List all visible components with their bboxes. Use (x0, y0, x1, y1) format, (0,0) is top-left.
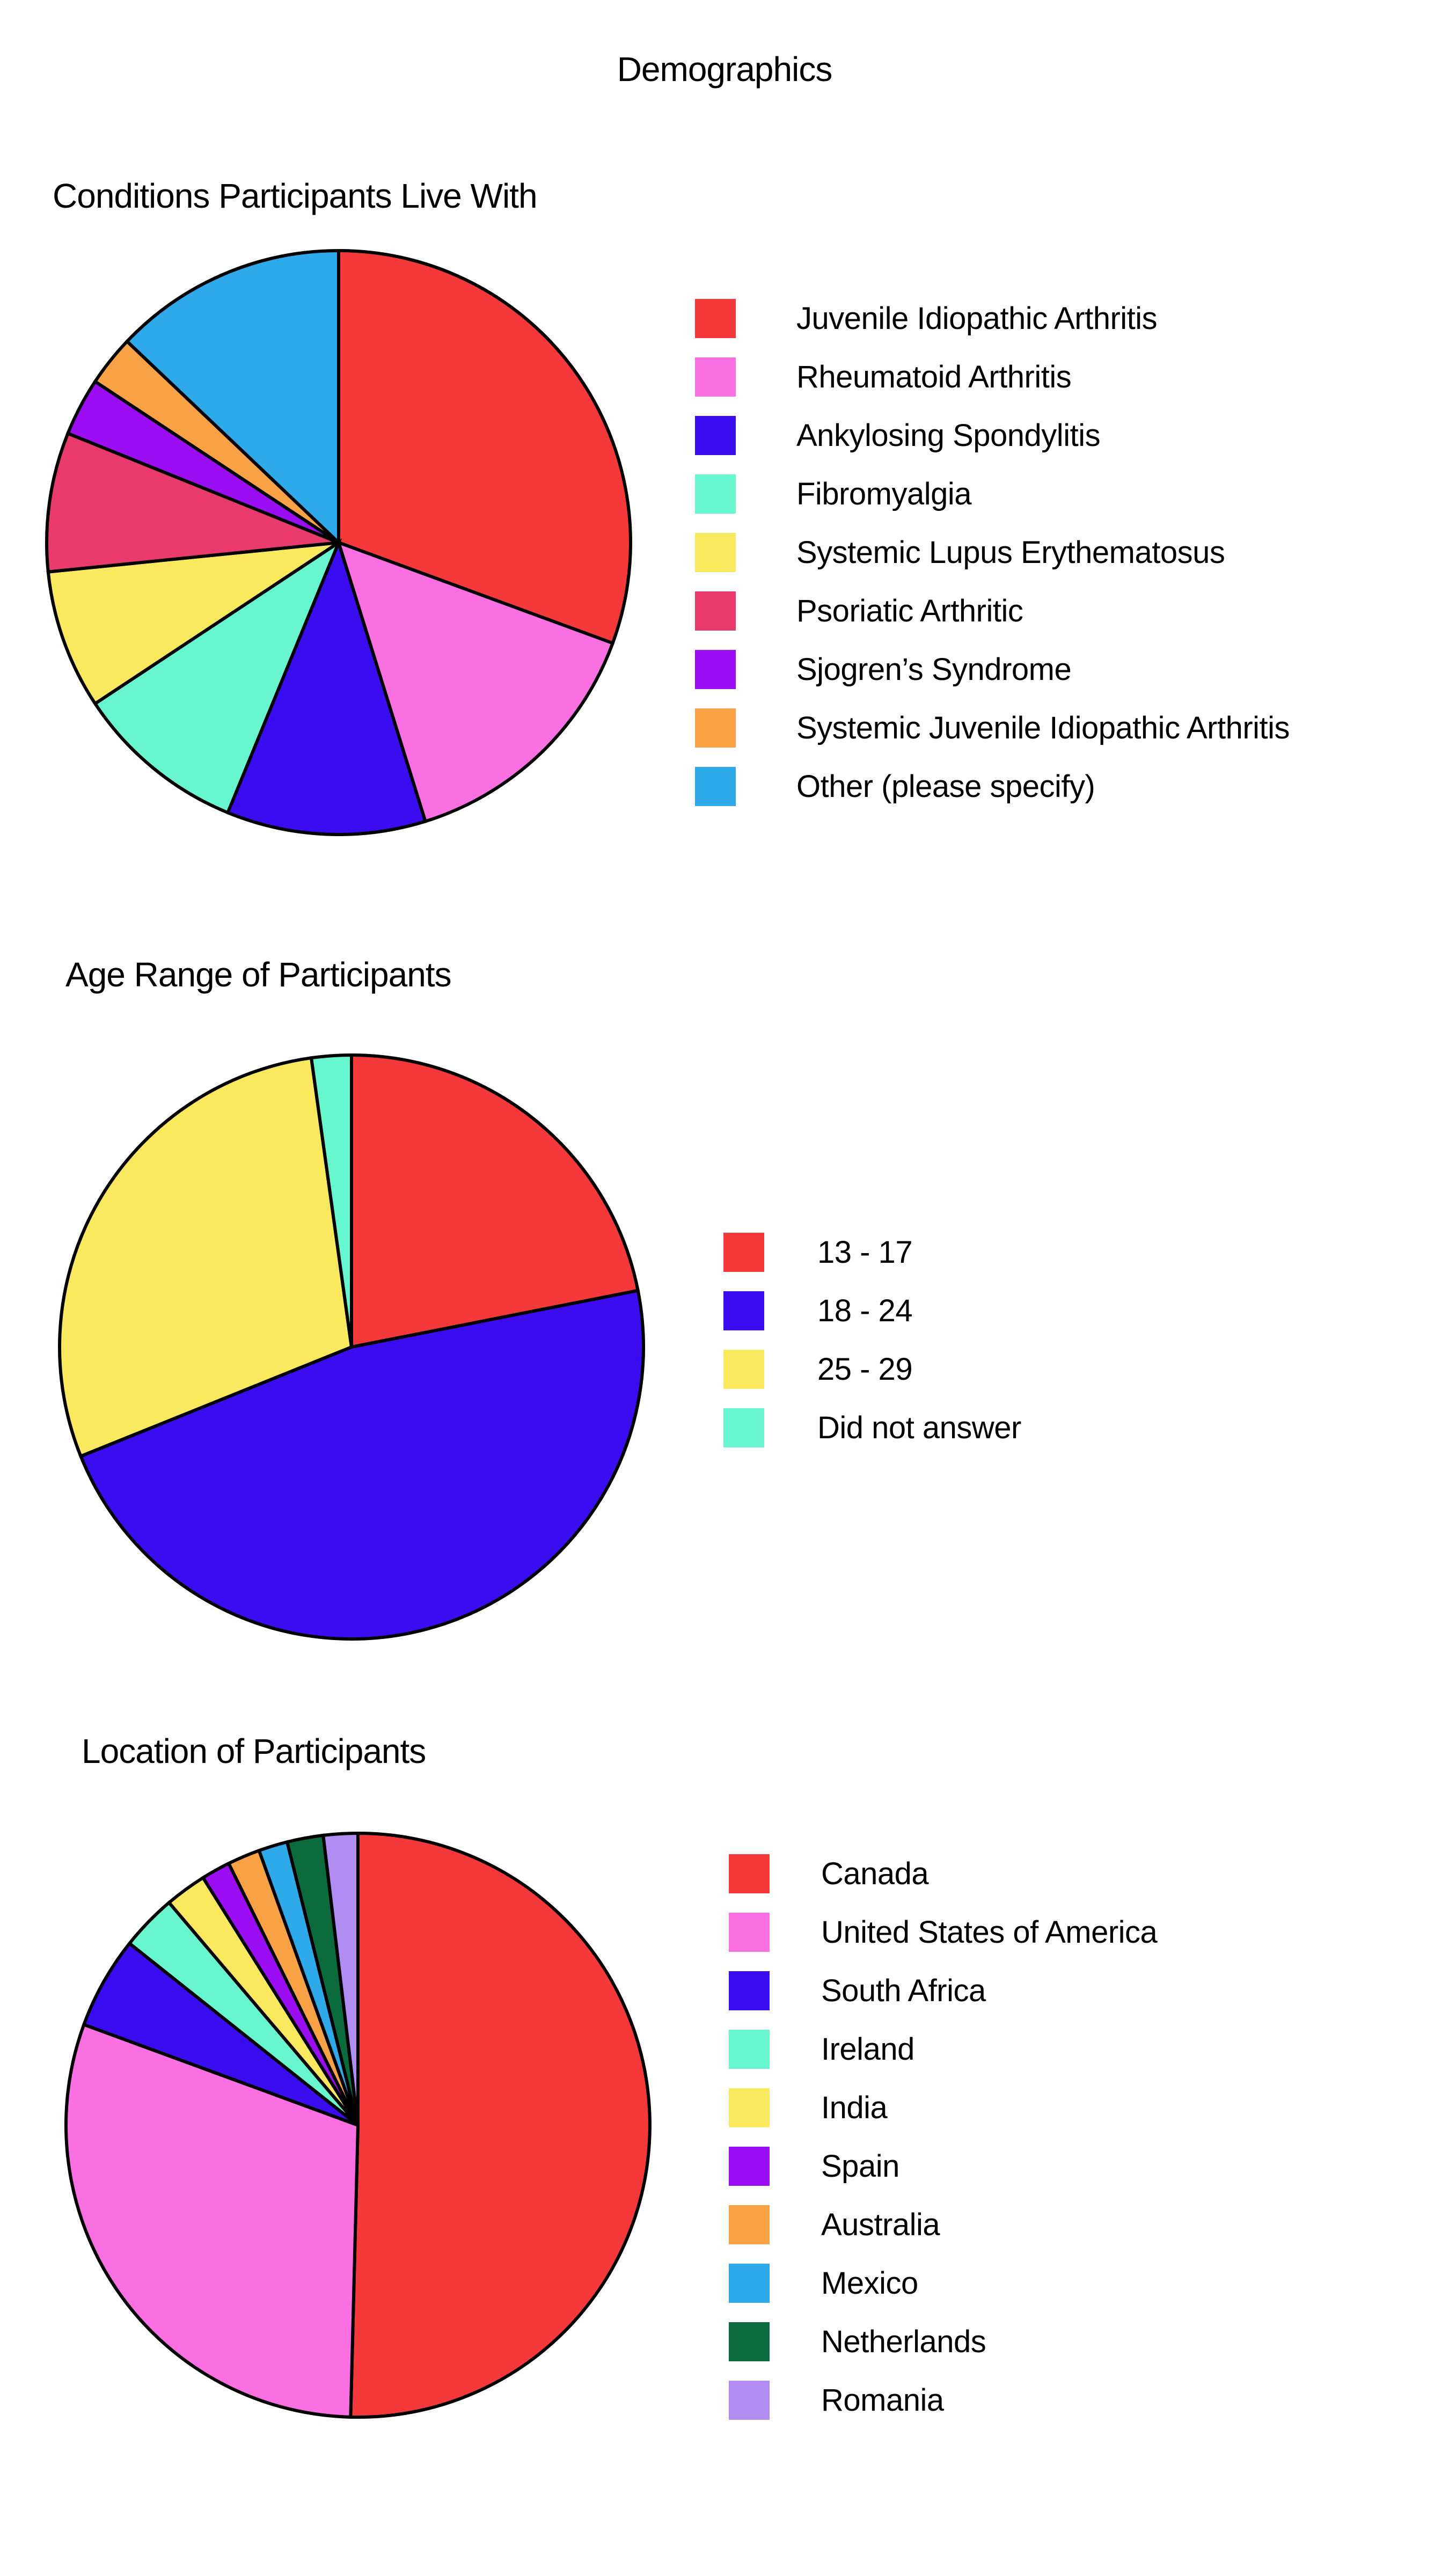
chart-heading-conditions: Conditions Participants Live With (53, 177, 538, 215)
pie-slice (349, 1831, 652, 2419)
pie-slice (82, 1941, 359, 2127)
legend-swatch (695, 650, 736, 689)
legend-label: 25 - 29 (817, 1352, 913, 1387)
pie-slice (350, 1053, 640, 1349)
legend-swatch (723, 1291, 764, 1330)
legend-label: 18 - 24 (817, 1293, 913, 1328)
legend-label: Netherlands (821, 2324, 986, 2359)
legend-label: Romania (821, 2383, 944, 2418)
legend-item: Ankylosing Spondylitis (695, 416, 1290, 455)
legend-swatch (729, 2205, 770, 2244)
legend-swatch (729, 2030, 770, 2069)
pie-slice (309, 1053, 353, 1348)
legend-label: Systemic Lupus Erythematosus (796, 535, 1225, 570)
legend-swatch (729, 1913, 770, 1952)
legend-item: 18 - 24 (723, 1291, 1021, 1330)
legend-label: Juvenile Idiopathic Arthritis (796, 301, 1158, 336)
pie-chart-conditions (45, 248, 632, 836)
legend-swatch (695, 591, 736, 631)
legend-swatch (729, 1971, 770, 2010)
legend-item: Juvenile Idiopathic Arthritis (695, 299, 1290, 338)
legend-label: India (821, 2090, 888, 2125)
legend-swatch (695, 767, 736, 806)
page-title: Demographics (617, 50, 833, 89)
legend-label: Sjogren’s Syndrome (796, 652, 1072, 687)
legend-label: Ireland (821, 2032, 914, 2067)
legend-item: Sjogren’s Syndrome (695, 650, 1290, 689)
legend-swatch (695, 299, 736, 338)
legend-location: Canada United States of America South Af… (729, 1854, 1158, 2439)
legend-swatch (695, 474, 736, 514)
legend-swatch (695, 708, 736, 748)
legend-swatch (729, 1854, 770, 1893)
pie-slice (46, 541, 340, 706)
legend-item: 13 - 17 (723, 1233, 1021, 1272)
legend-item: India (729, 2088, 1157, 2127)
legend-label: Spain (821, 2149, 899, 2184)
legend-label: South Africa (821, 1973, 986, 2008)
legend-label: Systemic Juvenile Idiopathic Arthritis (796, 711, 1290, 745)
legend-label: Mexico (821, 2266, 918, 2301)
legend-item: Did not answer (723, 1408, 1021, 1447)
legend-item: Psoriatic Arthritic (695, 591, 1290, 631)
pie-slice (58, 1056, 354, 1459)
legend-item: Rheumatoid Arthritis (695, 357, 1290, 397)
pie-slice (125, 248, 340, 546)
legend-label: Other (please specify) (796, 769, 1095, 804)
legend-swatch (729, 2381, 770, 2420)
legend-item: United States of America (729, 1913, 1158, 1952)
chart-heading-location: Location of Participants (82, 1732, 426, 1770)
pie-slice (93, 538, 342, 815)
pie-chart-age-range (58, 1053, 645, 1641)
pie-slice (321, 1831, 360, 2126)
legend-swatch (695, 416, 736, 455)
pie-chart-location (64, 1831, 652, 2419)
pie-slice (225, 538, 428, 836)
legend-swatch (695, 533, 736, 572)
legend-label: Fibromyalgia (796, 477, 972, 511)
legend-label: Did not answer (817, 1410, 1021, 1445)
legend-label: United States of America (821, 1915, 1158, 1950)
legend-swatch (723, 1350, 764, 1389)
legend-label: Psoriatic Arthritic (796, 594, 1023, 628)
legend-item: Systemic Juvenile Idiopathic Arthritis (695, 708, 1290, 748)
legend-item: Australia (729, 2205, 1157, 2244)
pie-slice (336, 540, 615, 824)
legend-item: Fibromyalgia (695, 474, 1290, 514)
legend-swatch (695, 357, 736, 397)
legend-swatch (723, 1233, 764, 1272)
legend-item: Systemic Lupus Erythematosus (695, 533, 1290, 572)
legend-conditions: Juvenile Idiopathic Arthritis Rheumatoid… (695, 299, 1290, 825)
legend-item: Mexico (729, 2264, 1157, 2303)
legend-label: Rheumatoid Arthritis (796, 360, 1072, 394)
pie-slice (64, 2022, 360, 2419)
legend-label: Canada (821, 1856, 929, 1891)
legend-item: Spain (729, 2147, 1157, 2186)
legend-item: Canada (729, 1854, 1157, 1893)
legend-item: Romania (729, 2381, 1157, 2420)
legend-item: South Africa (729, 1971, 1157, 2010)
legend-swatch (729, 2322, 770, 2361)
legend-label: Ankylosing Spondylitis (796, 418, 1101, 453)
legend-item: Netherlands (729, 2322, 1157, 2361)
pie-slice (45, 431, 340, 574)
legend-item: 25 - 29 (723, 1350, 1021, 1389)
legend-age-range: 13 - 17 18 - 24 25 - 29 Did not answer (723, 1233, 1021, 1467)
legend-label: Australia (821, 2207, 940, 2242)
legend-item: Ireland (729, 2030, 1157, 2069)
legend-item: Other (please specify) (695, 767, 1290, 806)
pie-slice (78, 1289, 645, 1641)
pie-slice (337, 248, 632, 646)
legend-swatch (729, 2147, 770, 2186)
legend-label: 13 - 17 (817, 1235, 913, 1270)
chart-heading-age-range: Age Range of Participants (65, 955, 452, 994)
legend-swatch (723, 1408, 764, 1447)
legend-swatch (729, 2088, 770, 2127)
legend-swatch (729, 2264, 770, 2303)
